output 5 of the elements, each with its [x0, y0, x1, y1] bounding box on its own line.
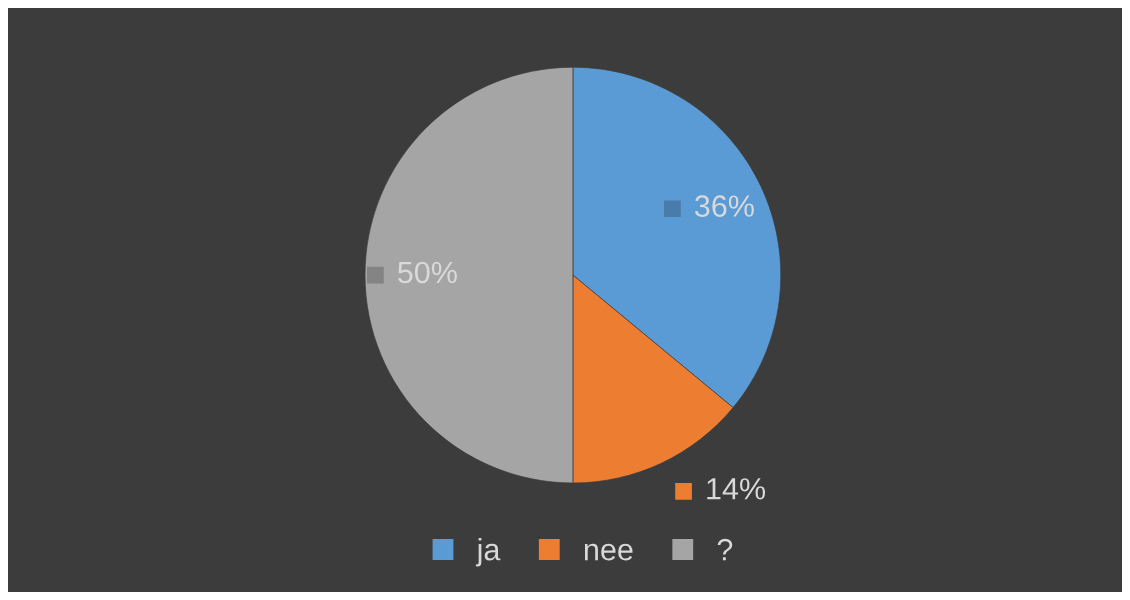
- legend-label: nee: [584, 543, 633, 561]
- data-label: 36%: [694, 195, 754, 217]
- legend-label: ja: [475, 538, 501, 567]
- legend-label: ?: [717, 538, 733, 561]
- data-label: 14%: [707, 478, 766, 500]
